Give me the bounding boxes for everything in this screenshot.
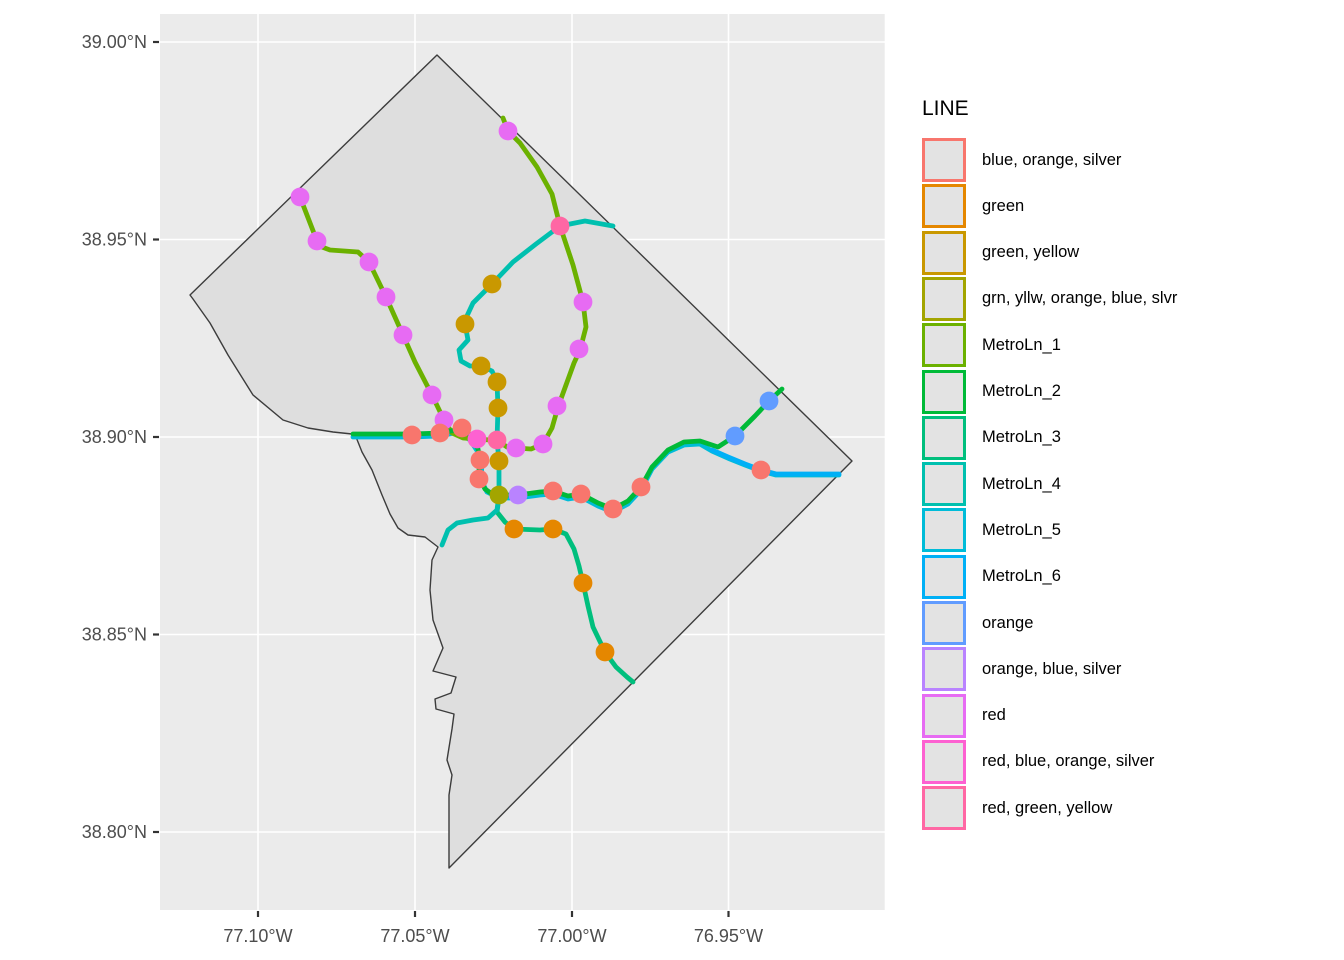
y-tick-label: 38.80°N (82, 822, 147, 842)
legend-item-label: MetroLn_1 (982, 335, 1061, 354)
station-dot (430, 423, 450, 443)
legend-key-swatch (922, 138, 966, 182)
legend-item: MetroLn_5 (922, 507, 1061, 553)
station-dot (469, 469, 489, 489)
legend-key-swatch (922, 739, 966, 784)
legend-item-label: green, yellow (982, 243, 1080, 262)
station-dot (504, 519, 524, 539)
y-tick-label: 38.90°N (82, 427, 147, 447)
legend-item: MetroLn_2 (922, 369, 1061, 415)
legend: LINE blue, orange, silver green green, yel… (922, 96, 1312, 831)
legend-item-label: red, green, yellow (982, 798, 1113, 817)
station-dot (547, 396, 567, 416)
station-dot (471, 356, 491, 376)
y-tick-label: 39.00°N (82, 32, 147, 52)
legend-item: red (922, 693, 1006, 739)
station-dot (573, 573, 593, 593)
station-dot (290, 187, 310, 207)
station-dot (550, 216, 570, 236)
x-tick-label: 77.00°W (537, 926, 606, 946)
legend-title: LINE (922, 97, 969, 120)
legend-item: red, green, yellow (922, 785, 1112, 831)
legend-item-label: red (982, 706, 1006, 725)
station-dot (470, 450, 490, 470)
x-tick-label: 76.95°W (694, 926, 763, 946)
station-dot (482, 274, 502, 294)
station-dot (506, 438, 526, 458)
station-dot (571, 484, 591, 504)
legend-key-swatch (922, 230, 966, 275)
legend-key-swatch (922, 693, 966, 738)
station-dot (489, 451, 509, 471)
station-dot (595, 642, 615, 662)
legend-key-swatch (922, 786, 966, 831)
legend-key-swatch (922, 276, 966, 321)
legend-item: green, yellow (922, 230, 1079, 276)
station-dot (422, 385, 442, 405)
station-dot (489, 485, 509, 505)
station-dot (533, 434, 553, 454)
station-dot (359, 252, 379, 272)
legend-item: green (922, 183, 1024, 229)
station-dot (498, 121, 518, 141)
x-tick-label: 77.10°W (223, 926, 292, 946)
legend-key-swatch (922, 647, 966, 692)
station-dot (487, 430, 507, 450)
station-dot (452, 418, 472, 438)
legend-item-label: MetroLn_6 (982, 567, 1061, 586)
station-dot (543, 519, 563, 539)
station-dot (569, 339, 589, 359)
station-dot (573, 292, 593, 312)
y-tick-label: 38.95°N (82, 230, 147, 250)
legend-key-swatch (922, 323, 966, 368)
legend-item-label: blue, orange, silver (982, 150, 1122, 169)
legend-key-swatch (922, 554, 966, 599)
legend-item-label: MetroLn_2 (982, 382, 1061, 400)
legend-item-label: MetroLn_3 (982, 428, 1061, 447)
legend-item: red, blue, orange, silver (922, 739, 1154, 785)
station-dot (631, 477, 651, 497)
legend-item: MetroLn_4 (922, 461, 1061, 507)
legend-item: MetroLn_6 (922, 554, 1061, 600)
station-dot (725, 426, 745, 446)
station-dot (508, 485, 528, 505)
legend-item: orange (922, 600, 1033, 646)
legend-key-swatch (922, 369, 966, 414)
legend-key-swatch (922, 508, 966, 553)
legend-key-swatch (922, 462, 966, 507)
legend-item-label: grn, yllw, orange, blue, slvr (982, 289, 1178, 308)
station-dot (488, 398, 508, 418)
station-dot (487, 372, 507, 392)
legend-key-swatch (922, 415, 966, 460)
legend-item-label: green (982, 196, 1025, 215)
legend-item-label: orange, blue, silver (982, 659, 1122, 678)
legend-item: grn, yllw, orange, blue, slvr (922, 276, 1177, 322)
station-dot (455, 314, 475, 334)
station-dot (751, 460, 771, 480)
legend-item-label: red, blue, orange, silver (982, 752, 1155, 771)
y-tick-label: 38.85°N (82, 625, 147, 645)
station-dot (603, 499, 623, 519)
legend-item-label: MetroLn_5 (982, 520, 1061, 539)
legend-key-swatch (922, 601, 966, 645)
legend-item-label: MetroLn_4 (982, 474, 1061, 493)
legend-item: MetroLn_1 (922, 322, 1061, 368)
station-dot (307, 231, 327, 251)
dc-boundary-polygon (189, 54, 853, 869)
station-dot (393, 325, 413, 345)
station-dot (376, 287, 396, 307)
legend-item: blue, orange, silver (922, 137, 1121, 183)
legend-key-swatch (922, 184, 966, 229)
legend-item: MetroLn_3 (922, 415, 1061, 461)
station-dot (759, 391, 779, 411)
station-dot (543, 481, 563, 501)
station-dot (402, 425, 422, 445)
x-tick-label: 77.05°W (380, 926, 449, 946)
legend-item: orange, blue, silver (922, 646, 1121, 692)
station-dot (467, 429, 487, 449)
legend-item-label: orange (982, 613, 1034, 632)
